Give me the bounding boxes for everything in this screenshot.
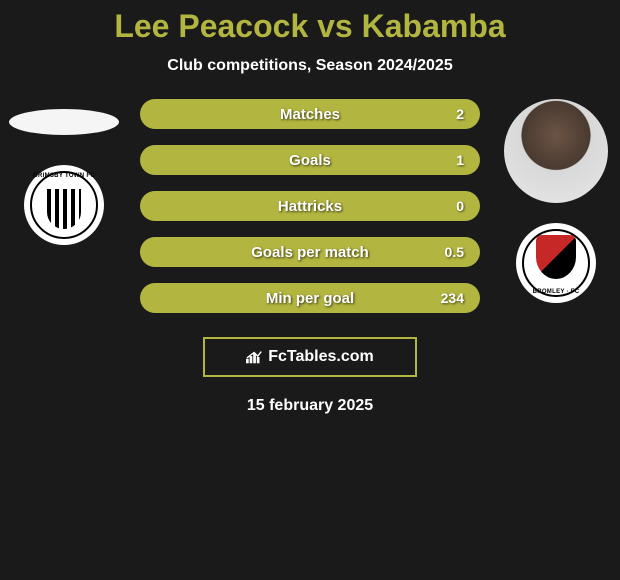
right-player-photo xyxy=(504,99,608,203)
stat-label: Min per goal xyxy=(266,290,354,307)
stat-row-mpg: Min per goal 234 xyxy=(140,283,480,313)
stat-right-value: 2 xyxy=(444,106,464,122)
badge-text: GRIMSBY TOWN FC xyxy=(33,173,95,179)
comparison-card: Lee Peacock vs Kabamba Club competitions… xyxy=(0,0,620,415)
brand-label: FcTables.com xyxy=(268,348,374,366)
stat-label: Goals xyxy=(289,152,331,169)
left-player-photo xyxy=(9,109,119,135)
stat-label: Hattricks xyxy=(278,198,342,215)
stat-right-value: 0 xyxy=(444,198,464,214)
page-title: Lee Peacock vs Kabamba xyxy=(0,8,620,45)
comparison-date: 15 february 2025 xyxy=(0,397,620,415)
content-area: GRIMSBY TOWN FC BROMLEY · FC Matches 2 G… xyxy=(0,99,620,415)
stat-row-hattricks: Hattricks 0 xyxy=(140,191,480,221)
chart-icon xyxy=(246,350,264,364)
right-player-column: BROMLEY · FC xyxy=(500,99,612,303)
stat-right-value: 0.5 xyxy=(444,244,464,260)
badge-text: BROMLEY · FC xyxy=(533,289,580,295)
shield-icon xyxy=(536,235,576,279)
page-subtitle: Club competitions, Season 2024/2025 xyxy=(0,57,620,75)
stat-row-matches: Matches 2 xyxy=(140,99,480,129)
brand-box[interactable]: FcTables.com xyxy=(203,337,417,377)
stat-label: Matches xyxy=(280,106,340,123)
stat-label: Goals per match xyxy=(251,244,369,261)
stat-right-value: 1 xyxy=(444,152,464,168)
stats-list: Matches 2 Goals 1 Hattricks 0 Goals per … xyxy=(140,99,480,313)
stat-row-gpm: Goals per match 0.5 xyxy=(140,237,480,267)
stat-right-value: 234 xyxy=(441,290,464,306)
right-club-badge: BROMLEY · FC xyxy=(516,223,596,303)
stat-row-goals: Goals 1 xyxy=(140,145,480,175)
left-club-badge: GRIMSBY TOWN FC xyxy=(24,165,104,245)
left-player-column: GRIMSBY TOWN FC xyxy=(8,99,120,245)
